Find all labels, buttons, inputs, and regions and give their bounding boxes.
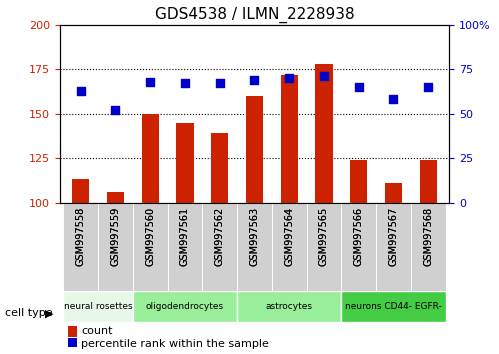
Text: GSM997560: GSM997560 [145,207,155,266]
Text: GSM997564: GSM997564 [284,207,294,266]
FancyBboxPatch shape [133,291,237,322]
FancyBboxPatch shape [63,291,133,322]
Point [111,107,119,113]
Point [390,97,398,102]
Text: percentile rank within the sample: percentile rank within the sample [81,339,269,349]
Point [181,81,189,86]
FancyBboxPatch shape [376,202,411,291]
Text: GSM997566: GSM997566 [354,207,364,266]
FancyBboxPatch shape [203,202,237,291]
Bar [68,338,77,349]
Text: GSM997563: GSM997563 [250,207,259,266]
Point [250,77,258,83]
FancyBboxPatch shape [168,202,203,291]
Point [77,88,85,93]
Text: GSM997559: GSM997559 [110,207,120,266]
Text: GSM997563: GSM997563 [250,207,259,266]
Title: GDS4538 / ILMN_2228938: GDS4538 / ILMN_2228938 [155,7,354,23]
Text: GSM997560: GSM997560 [145,207,155,266]
FancyBboxPatch shape [98,202,133,291]
Bar [142,114,159,202]
FancyBboxPatch shape [133,202,168,291]
Text: GSM997567: GSM997567 [389,207,399,266]
Text: GSM997558: GSM997558 [76,207,86,266]
Text: cell type: cell type [5,308,52,318]
Text: GSM997568: GSM997568 [423,207,433,266]
Text: GSM997566: GSM997566 [354,207,364,266]
FancyBboxPatch shape [341,291,446,322]
FancyBboxPatch shape [272,202,306,291]
Point [320,74,328,79]
Text: GSM997561: GSM997561 [180,207,190,266]
Text: GSM997562: GSM997562 [215,207,225,266]
Text: neurons CD44- EGFR-: neurons CD44- EGFR- [345,302,442,311]
Point [355,84,363,90]
FancyBboxPatch shape [237,202,272,291]
Bar [385,183,402,202]
FancyBboxPatch shape [306,202,341,291]
Text: GSM997559: GSM997559 [110,207,120,266]
Bar [280,75,298,202]
Point [424,84,432,90]
Text: GSM997558: GSM997558 [76,207,86,266]
Text: neural rosettes: neural rosettes [64,302,132,311]
Bar [107,192,124,202]
Point [146,79,154,85]
Text: GSM997562: GSM997562 [215,207,225,266]
FancyBboxPatch shape [63,202,98,291]
Text: astrocytes: astrocytes [266,302,313,311]
Text: GSM997565: GSM997565 [319,207,329,266]
Bar [211,133,229,202]
Point [216,81,224,86]
FancyBboxPatch shape [237,291,341,322]
Text: count: count [81,326,113,336]
FancyBboxPatch shape [341,202,376,291]
Point [285,75,293,81]
Text: GSM997561: GSM997561 [180,207,190,266]
Text: ▶: ▶ [45,308,53,318]
Text: GSM997564: GSM997564 [284,207,294,266]
Bar [68,326,77,337]
Bar [315,64,333,202]
Bar [246,96,263,202]
Bar [420,160,437,202]
Text: GSM997565: GSM997565 [319,207,329,266]
Bar [176,122,194,202]
Text: GSM997567: GSM997567 [389,207,399,266]
Text: oligodendrocytes: oligodendrocytes [146,302,224,311]
Bar [350,160,367,202]
Bar [72,179,89,202]
FancyBboxPatch shape [411,202,446,291]
Text: GSM997568: GSM997568 [423,207,433,266]
